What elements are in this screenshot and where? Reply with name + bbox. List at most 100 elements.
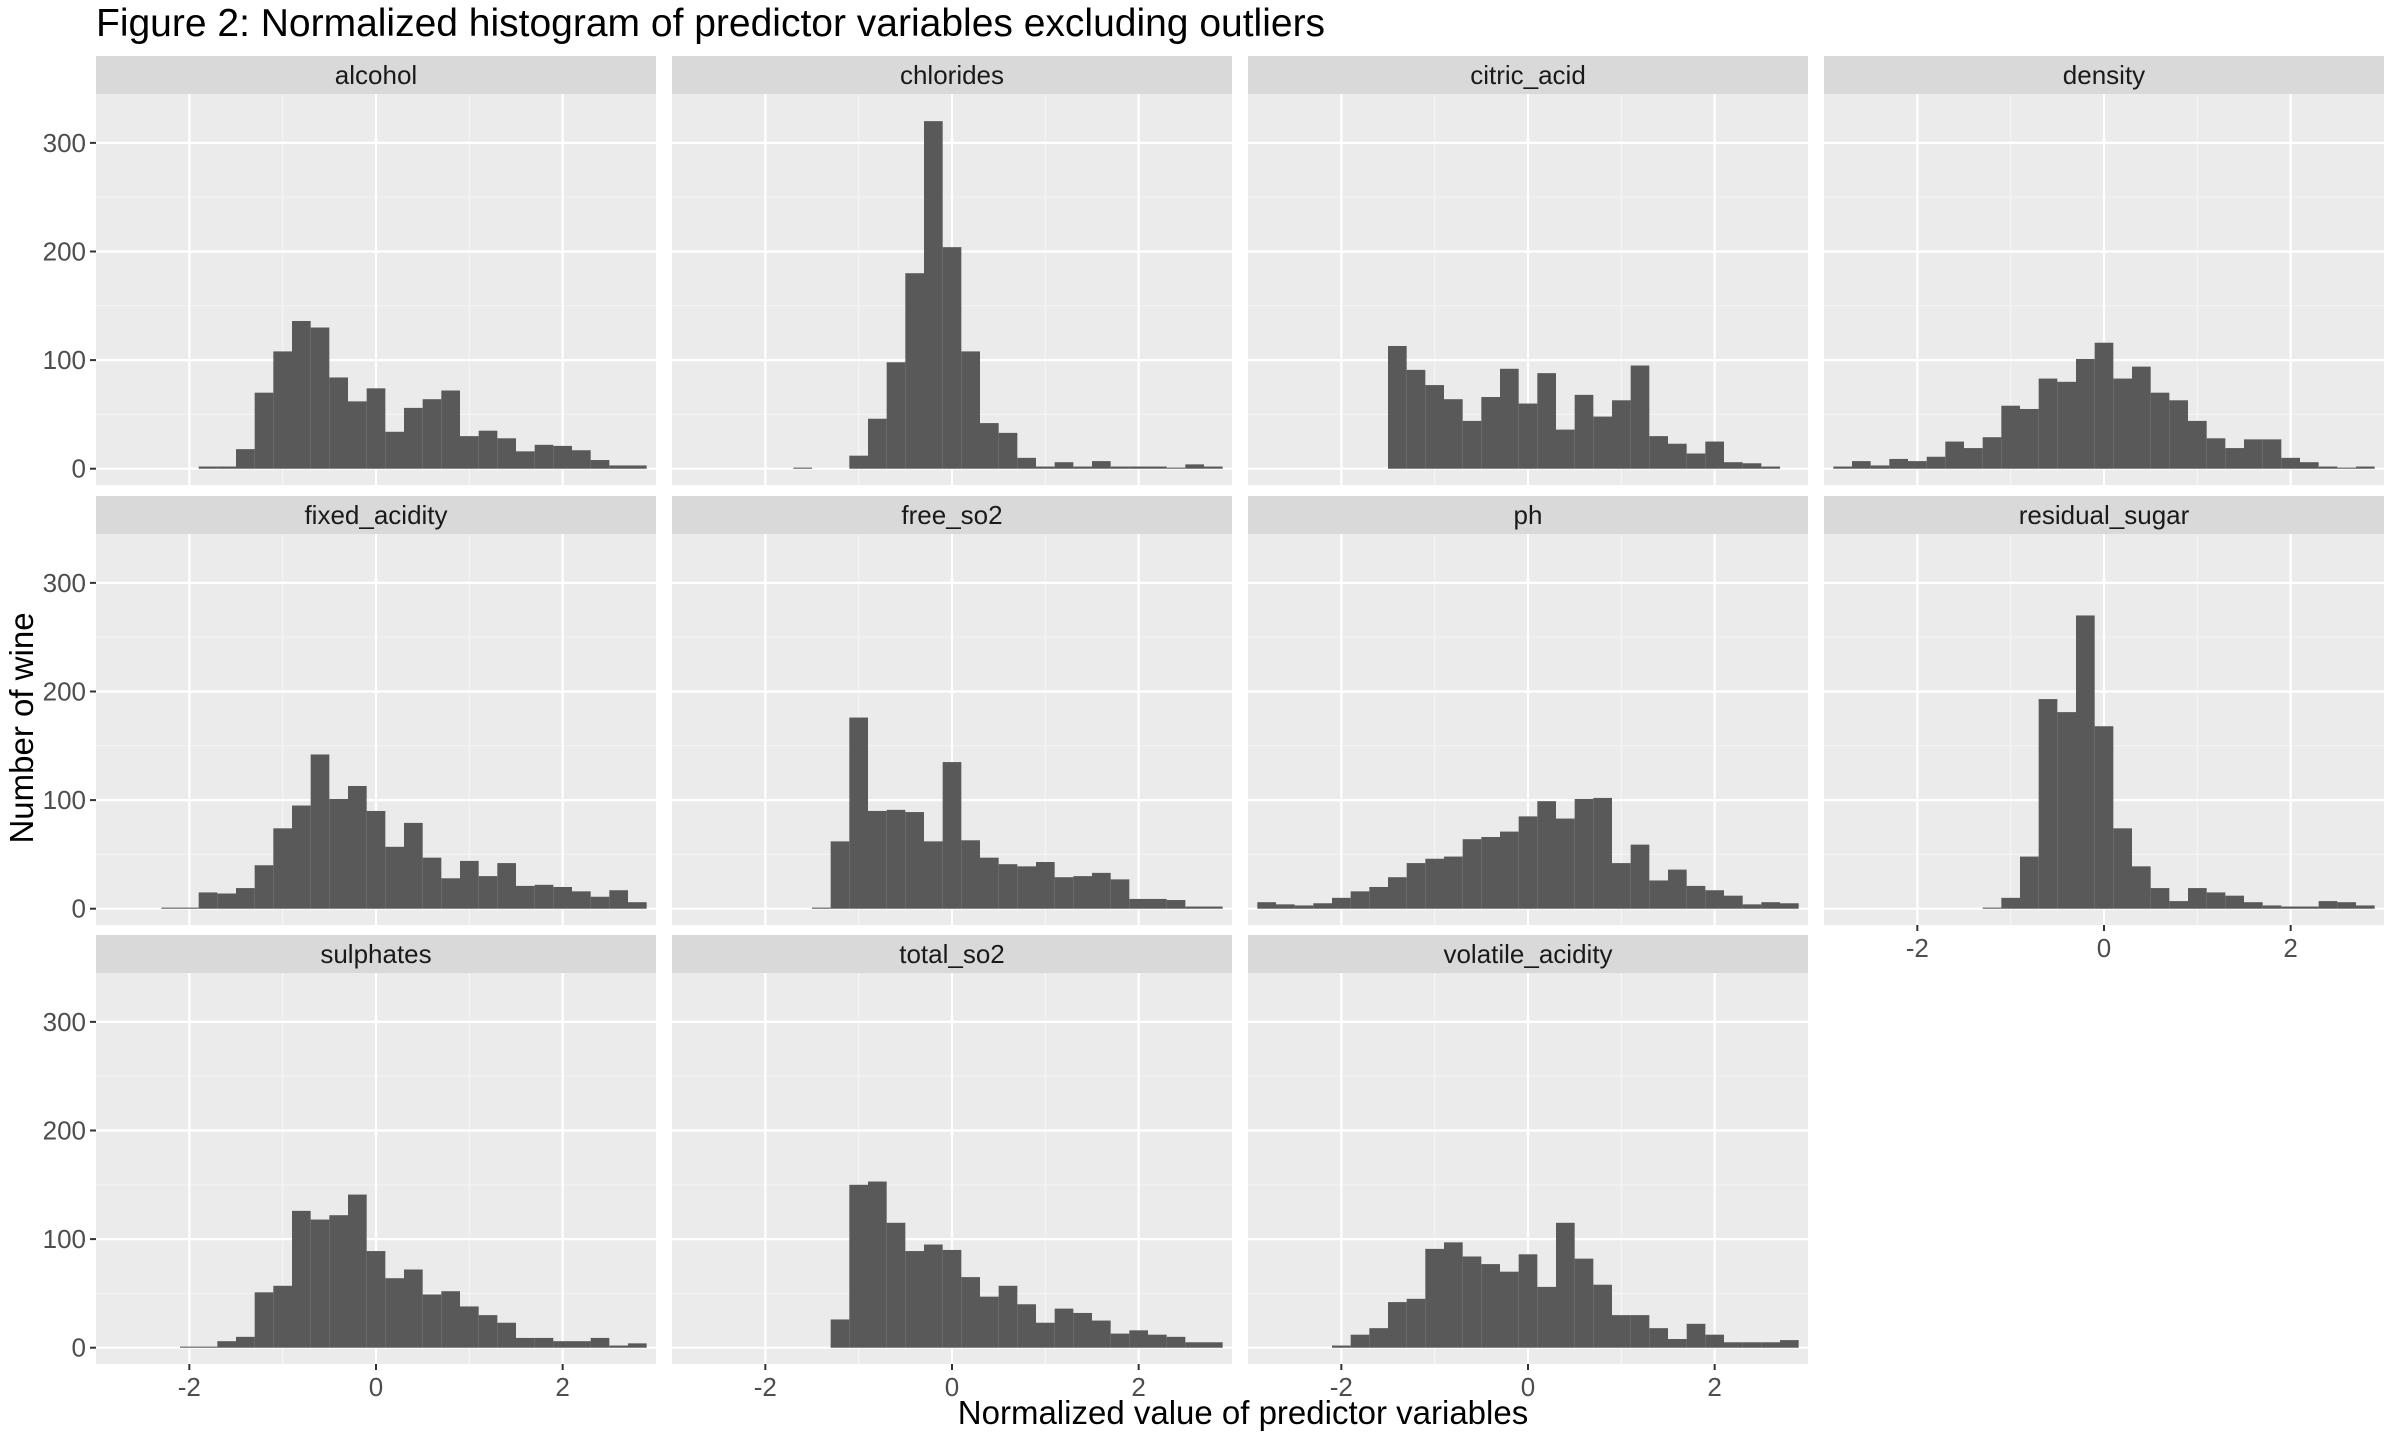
histogram-bar	[478, 430, 498, 469]
histogram-bar	[886, 1222, 906, 1348]
histogram-bar	[1556, 429, 1575, 469]
histogram-bar	[1668, 443, 1687, 469]
histogram-bar	[924, 841, 943, 909]
x-tick-label: 2	[1131, 1372, 1145, 1402]
facet-panel-fixed_acidity: fixed_acidity 0 100 200 300	[43, 496, 656, 925]
histogram-bar	[1054, 462, 1074, 469]
histogram-bar	[516, 1337, 535, 1348]
facet-panel-sulphates: sulphates 0 100 200 300 -2 0 2	[43, 935, 656, 1402]
histogram-bar	[497, 1322, 516, 1348]
histogram-bar	[1668, 1339, 1687, 1348]
histogram-bar	[1036, 1322, 1055, 1348]
histogram-bar	[366, 388, 386, 469]
histogram-bar	[1092, 1320, 1111, 1348]
histogram-bar	[161, 907, 180, 909]
histogram-bar	[609, 890, 628, 909]
histogram-bar	[1574, 799, 1594, 909]
facet-panel-residual_sugar: residual_sugar -2 0 2	[1824, 496, 2384, 963]
histogram-bar	[1574, 1258, 1594, 1348]
histogram-bar	[1073, 1312, 1092, 1348]
facet-panel-ph: ph	[1248, 496, 1808, 925]
histogram-bar	[478, 876, 498, 909]
histogram-bar	[217, 466, 236, 469]
histogram-bar	[1612, 863, 1631, 909]
histogram-bar	[2262, 439, 2282, 469]
facet-strip	[96, 496, 656, 534]
histogram-bar	[1406, 369, 1426, 469]
histogram-bar	[886, 809, 906, 909]
histogram-bar	[980, 857, 999, 909]
histogram-bar	[2038, 378, 2058, 469]
histogram-bar	[628, 1343, 647, 1348]
histogram-bar	[273, 1285, 292, 1348]
histogram-bar	[905, 1251, 924, 1348]
histogram-bar	[628, 902, 647, 909]
histogram-bar	[2300, 462, 2319, 469]
histogram-bar	[1294, 905, 1314, 909]
histogram-bar	[1556, 818, 1575, 909]
histogram-bar	[1017, 457, 1036, 469]
histogram-bar	[1185, 906, 1204, 909]
histogram-bar	[2038, 699, 2058, 909]
histogram-bar	[2318, 466, 2338, 469]
histogram-bar	[1705, 441, 1724, 469]
facet-strip-label: chlorides	[900, 60, 1004, 90]
x-axis-title: Normalized value of predictor variables	[958, 1394, 1528, 1431]
histogram-bar	[1110, 879, 1130, 909]
histogram-bar	[2188, 420, 2207, 469]
histogram-bar	[1593, 1284, 1612, 1348]
histogram-bar	[1369, 1328, 1388, 1348]
histogram-bar	[254, 1292, 274, 1348]
histogram-bar	[1833, 466, 1852, 469]
histogram-bar	[980, 1296, 999, 1348]
histogram-bar	[1780, 1340, 1799, 1348]
histogram-bar	[2337, 902, 2356, 909]
histogram-bar	[886, 362, 906, 469]
histogram-bar	[2057, 381, 2076, 469]
facet-panel-density: density	[1824, 56, 2384, 485]
facet-strip	[96, 935, 656, 973]
histogram-bar	[1148, 466, 1167, 469]
x-tick-label: -2	[178, 1372, 201, 1402]
histogram-bar	[1612, 400, 1631, 469]
histogram-bar	[1388, 877, 1407, 909]
histogram-bar	[1036, 862, 1055, 909]
x-tick-label: 2	[555, 1372, 569, 1402]
y-tick-label: 300	[43, 568, 86, 598]
y-tick-label: 0	[72, 1333, 86, 1363]
y-tick-label: 100	[43, 1224, 86, 1254]
histogram-bar	[1313, 903, 1332, 909]
facet-panel-total_so2: total_so2 -2 0 2	[672, 935, 1232, 1402]
histogram-bar	[2001, 897, 2020, 909]
histogram-bar	[460, 436, 479, 469]
histogram-bar	[198, 1346, 218, 1348]
facet-strip	[672, 496, 1232, 534]
histogram-bar	[198, 466, 218, 469]
histogram-bar	[497, 863, 516, 909]
histogram-bar	[1462, 420, 1482, 469]
histogram-bar	[2113, 828, 2132, 909]
histogram-bar	[1481, 397, 1500, 469]
histogram-bar	[1185, 1342, 1204, 1348]
histogram-bar	[310, 754, 330, 909]
histogram-bar	[1036, 466, 1055, 469]
histogram-bar	[2244, 902, 2263, 909]
histogram-bar	[1257, 902, 1276, 909]
histogram-bar	[1630, 365, 1650, 469]
histogram-bar	[516, 451, 535, 469]
histogram-bar	[1406, 863, 1426, 909]
histogram-bar	[812, 907, 831, 909]
histogram-bar	[849, 1184, 868, 1348]
histogram-bar	[2225, 448, 2244, 469]
x-tick-label: 2	[1707, 1372, 1721, 1402]
histogram-bar	[348, 1194, 367, 1348]
histogram-bar	[905, 273, 924, 469]
histogram-bar	[1649, 1328, 1668, 1348]
histogram-bar	[1073, 466, 1092, 469]
histogram-bar	[1556, 1222, 1575, 1348]
histogram-bar	[217, 893, 236, 909]
facet-panel-chlorides: chlorides	[672, 56, 1232, 485]
histogram-bar	[1686, 453, 1706, 469]
histogram-bar	[1110, 1333, 1130, 1348]
